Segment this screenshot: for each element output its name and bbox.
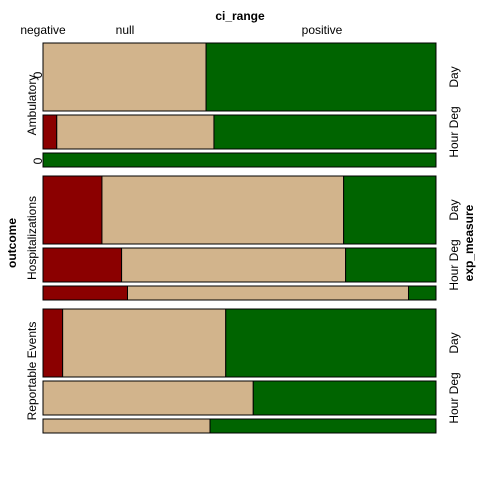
mosaic-tile-hospitalizations-other-positive xyxy=(407,285,437,301)
mosaic-tile-ambulatory-other-positive xyxy=(42,152,437,168)
zero-mark: 0 xyxy=(31,71,45,78)
outcome-label: Hospitalizations xyxy=(25,196,39,280)
left-variable-label: outcome xyxy=(5,218,19,268)
outcome-label: Ambulatory xyxy=(25,75,39,136)
mosaic-tile-reportable-events-day-negative xyxy=(42,308,64,378)
top-category-negative: negative xyxy=(20,23,66,37)
right-variable-label: exp_measure xyxy=(462,204,476,281)
exp-measure-label: Day xyxy=(447,66,461,87)
mosaic-tile-reportable-events-day-null xyxy=(62,308,227,378)
exp-measure-label: Day xyxy=(447,199,461,220)
mosaic-tile-reportable-events-day-positive xyxy=(225,308,437,378)
mosaic-tile-hospitalizations-other-negative xyxy=(42,285,128,301)
mosaic-tile-ambulatory-hour-deg-negative xyxy=(42,114,58,150)
mosaic-tile-reportable-events-other-positive xyxy=(209,418,437,434)
exp-measure-label: Hour Deg xyxy=(447,106,461,157)
outcome-label: Reportable Events xyxy=(25,322,39,421)
mosaic-tile-hospitalizations-hour-deg-null xyxy=(121,247,347,283)
mosaic-tile-hospitalizations-hour-deg-positive xyxy=(345,247,437,283)
exp-measure-label: Hour Deg xyxy=(447,239,461,290)
mosaic-tile-reportable-events-hour-deg-positive xyxy=(252,380,437,416)
top-category-positive: positive xyxy=(302,23,343,37)
mosaic-tile-reportable-events-other-null xyxy=(42,418,211,434)
exp-measure-label: Day xyxy=(447,332,461,353)
zero-mark: 0 xyxy=(31,157,45,164)
mosaic-tile-reportable-events-hour-deg-null xyxy=(42,380,254,416)
mosaic-tile-hospitalizations-day-positive xyxy=(343,175,437,245)
exp-measure-label: Hour Deg xyxy=(447,372,461,423)
mosaic-tile-ambulatory-day-null xyxy=(42,42,207,112)
top-variable-label: ci_range xyxy=(215,9,265,23)
mosaic-tile-hospitalizations-hour-deg-negative xyxy=(42,247,123,283)
mosaic-tile-hospitalizations-day-negative xyxy=(42,175,103,245)
mosaic-tile-hospitalizations-other-null xyxy=(127,285,409,301)
mosaic-tile-ambulatory-hour-deg-null xyxy=(56,114,215,150)
mosaic-tile-ambulatory-day-positive xyxy=(205,42,437,112)
top-category-null: null xyxy=(116,23,135,37)
mosaic-tile-ambulatory-hour-deg-positive xyxy=(213,114,437,150)
mosaic-tile-hospitalizations-day-null xyxy=(101,175,345,245)
